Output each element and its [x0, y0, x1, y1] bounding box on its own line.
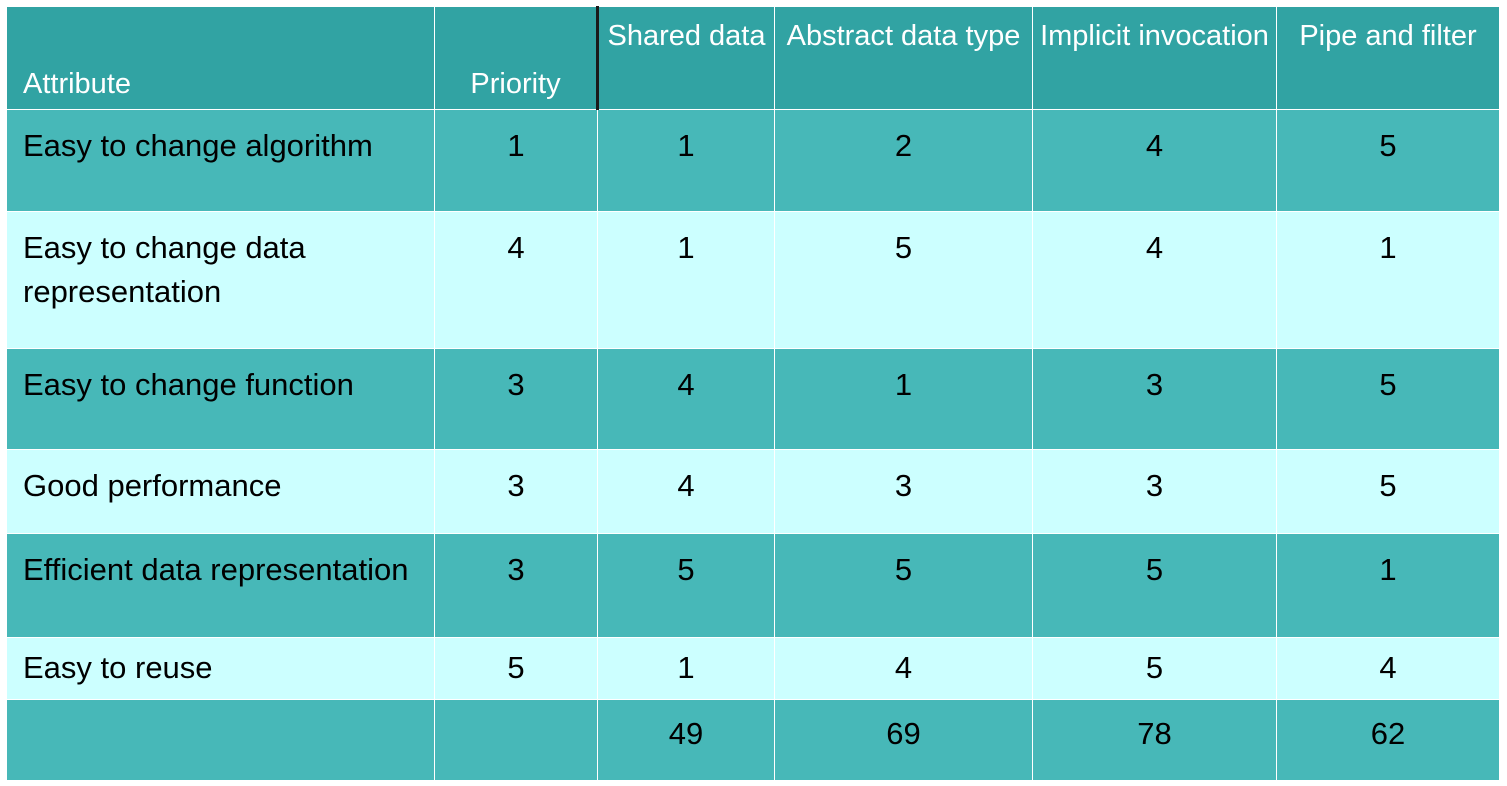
- score-cell: 4: [1032, 109, 1277, 212]
- score-cell: 4: [1032, 211, 1277, 349]
- priority-cell: 3: [434, 348, 598, 450]
- priority-cell: 4: [434, 211, 598, 349]
- header-shared-data: Shared data: [597, 6, 775, 110]
- score-cell: 1: [597, 637, 775, 700]
- total-score-cell: 69: [774, 699, 1033, 781]
- header-implicit-invocation: Implicit invocation: [1032, 6, 1277, 110]
- table-row: Good performance 3 4 3 3 5: [6, 449, 1500, 534]
- score-cell: 5: [1276, 109, 1500, 212]
- table-row: Efficient data representation 3 5 5 5 1: [6, 533, 1500, 638]
- row-attribute-cell: Easy to change data representation: [6, 211, 435, 349]
- score-cell: 3: [774, 449, 1033, 534]
- header-abstract-data-type: Abstract data type: [774, 6, 1033, 110]
- total-score-cell: 49: [597, 699, 775, 781]
- score-cell: 3: [1032, 348, 1277, 450]
- score-cell: 1: [597, 211, 775, 349]
- score-cell: 5: [597, 533, 775, 638]
- priority-cell: 3: [434, 533, 598, 638]
- score-cell: 5: [774, 533, 1033, 638]
- header-priority: Priority: [434, 6, 599, 110]
- header-attribute: Attribute: [6, 6, 435, 110]
- score-cell: 5: [1276, 348, 1500, 450]
- row-attribute-cell: Efficient data representation: [6, 533, 435, 638]
- row-attribute-cell: Easy to change function: [6, 348, 435, 450]
- score-cell: 5: [1276, 449, 1500, 534]
- table-row: Easy to change data representation 4 1 5…: [6, 211, 1500, 349]
- priority-cell: 1: [434, 109, 598, 212]
- table-row: Easy to change algorithm 1 1 2 4 5: [6, 109, 1500, 212]
- score-cell: 3: [1032, 449, 1277, 534]
- priority-cell: 3: [434, 449, 598, 534]
- row-attribute-cell: Easy to reuse: [6, 637, 435, 700]
- score-cell: 4: [597, 348, 775, 450]
- architecture-comparison-table: Attribute Priority Shared data Abstract …: [6, 6, 1500, 781]
- table-row: Easy to reuse 5 1 4 5 4: [6, 637, 1500, 700]
- score-cell: 4: [1276, 637, 1500, 700]
- header-pipe-and-filter: Pipe and filter: [1276, 6, 1500, 110]
- score-cell: 1: [1276, 211, 1500, 349]
- score-cell: 5: [774, 211, 1033, 349]
- header-row: Attribute Priority Shared data Abstract …: [6, 6, 1500, 110]
- score-cell: 2: [774, 109, 1033, 212]
- score-cell: 5: [1032, 637, 1277, 700]
- totals-priority-cell: [434, 699, 598, 781]
- total-score-cell: 62: [1276, 699, 1500, 781]
- score-cell: 4: [597, 449, 775, 534]
- priority-cell: 5: [434, 637, 598, 700]
- score-cell: 4: [774, 637, 1033, 700]
- total-score-cell: 78: [1032, 699, 1277, 781]
- comparison-table-container: Attribute Priority Shared data Abstract …: [6, 6, 1500, 781]
- score-cell: 1: [1276, 533, 1500, 638]
- totals-row: 49 69 78 62: [6, 699, 1500, 781]
- row-attribute-cell: Good performance: [6, 449, 435, 534]
- score-cell: 1: [597, 109, 775, 212]
- totals-attribute-cell: [6, 699, 435, 781]
- score-cell: 1: [774, 348, 1033, 450]
- score-cell: 5: [1032, 533, 1277, 638]
- row-attribute-cell: Easy to change algorithm: [6, 109, 435, 212]
- table-row: Easy to change function 3 4 1 3 5: [6, 348, 1500, 450]
